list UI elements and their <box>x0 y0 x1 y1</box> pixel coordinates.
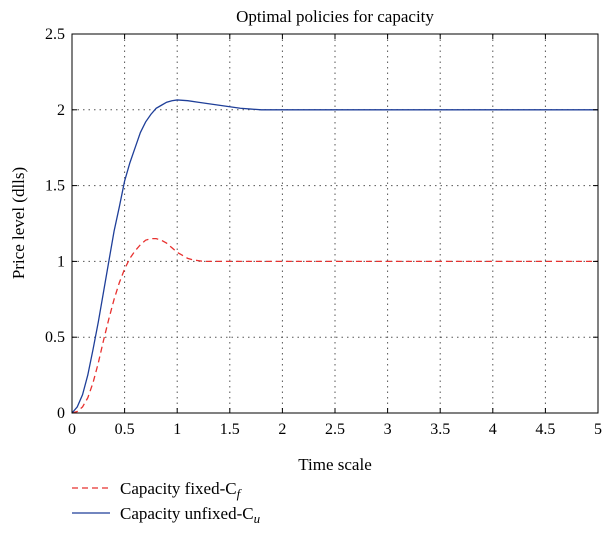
x-tick-label: 2 <box>278 421 286 438</box>
chart-title: Optimal policies for capacity <box>236 7 434 26</box>
legend-label-1: Capacity fixed-Cf <box>120 479 243 501</box>
y-tick-label: 0.5 <box>45 329 65 346</box>
y-tick-label: 2 <box>57 102 65 119</box>
plot-frame <box>71 33 599 414</box>
x-tick-label: 0.5 <box>115 421 135 438</box>
series-line-2 <box>71 99 598 414</box>
y-tick-label: 1.5 <box>45 178 65 195</box>
legend-label-2: Capacity unfixed-Cu <box>120 504 261 526</box>
grid-lines <box>72 34 598 413</box>
x-tick-label: 4 <box>489 421 497 438</box>
y-axis-label: Price level (dlls) <box>9 167 28 279</box>
series-layer <box>71 99 598 414</box>
y-tick-label: 0 <box>57 405 65 422</box>
x-tick-label: 0 <box>68 421 76 438</box>
x-tick-label: 5 <box>594 421 602 438</box>
x-tick-label: 1.5 <box>220 421 240 438</box>
x-tick-label: 3.5 <box>430 421 450 438</box>
x-tick-label: 4.5 <box>535 421 555 438</box>
y-tick-label: 2.5 <box>45 26 65 43</box>
x-tick-label: 1 <box>173 421 181 438</box>
legend: Capacity fixed-Cf Capacity unfixed-Cu <box>72 479 261 526</box>
series-line-1 <box>71 238 598 414</box>
y-tick-label: 1 <box>57 253 65 270</box>
x-tick-label: 3 <box>384 421 392 438</box>
axis-ticks: 0 0.5 1 1.5 2 2.5 3 3.5 4 4.5 5 0 0.5 1 1.5 2 2.5 <box>45 26 602 438</box>
x-tick-label: 2.5 <box>325 421 345 438</box>
x-axis-label: Time scale <box>298 455 372 474</box>
